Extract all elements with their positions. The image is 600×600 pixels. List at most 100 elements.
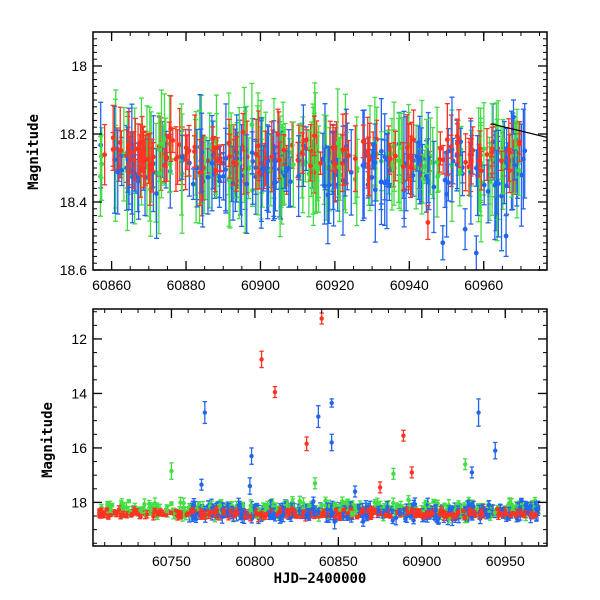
data-point <box>142 498 147 511</box>
data-point <box>198 510 204 515</box>
x-tick-label: 60900 <box>402 553 441 569</box>
data-point <box>311 115 317 157</box>
data-point <box>454 123 460 164</box>
data-point <box>286 129 292 208</box>
data-point <box>154 148 160 240</box>
data-point <box>486 499 492 510</box>
data-point <box>124 502 129 514</box>
data-point <box>387 142 393 176</box>
data-point <box>289 506 295 512</box>
data-point <box>97 508 102 516</box>
data-point <box>431 140 437 234</box>
data-point <box>372 499 378 507</box>
data-point <box>360 516 366 527</box>
data-point <box>260 145 266 192</box>
data-point <box>233 136 239 192</box>
data-point <box>256 156 262 190</box>
data-point <box>102 510 107 519</box>
data-point <box>330 123 336 172</box>
y-tick-label: 18 <box>71 494 87 510</box>
data-point <box>425 509 430 519</box>
notable-data-point <box>409 466 415 479</box>
data-point <box>184 512 189 517</box>
data-point <box>304 129 310 150</box>
data-point <box>420 153 426 204</box>
data-point <box>528 511 534 518</box>
notable-data-point <box>304 436 309 452</box>
notable-data-point <box>202 400 208 425</box>
notable-data-point <box>401 429 406 442</box>
data-point <box>444 512 449 519</box>
data-point <box>484 127 490 182</box>
data-point <box>372 123 378 202</box>
data-point <box>307 503 312 508</box>
data-point <box>168 95 174 163</box>
data-point <box>138 513 143 519</box>
x-tick-label: 60960 <box>464 277 503 293</box>
data-point <box>332 126 338 202</box>
data-point <box>277 506 283 514</box>
data-point <box>364 513 369 520</box>
data-point <box>129 513 134 518</box>
data-point <box>312 506 318 517</box>
top-panel-data-marks <box>97 82 547 270</box>
data-point <box>360 507 365 514</box>
data-point <box>468 138 474 185</box>
data-point <box>271 145 277 220</box>
data-point <box>306 509 312 521</box>
data-point <box>345 515 350 521</box>
data-point <box>455 509 461 516</box>
data-point <box>164 133 170 182</box>
data-point <box>349 510 355 517</box>
data-point <box>478 151 484 191</box>
data-point <box>365 116 371 189</box>
data-point <box>348 129 354 216</box>
top-panel: 60860 60880 60900 60920 60940 60960 18 18.2 18.4… <box>26 31 548 293</box>
data-point <box>434 106 440 218</box>
data-point <box>400 142 406 192</box>
data-point <box>341 507 346 512</box>
data-region <box>97 312 541 530</box>
data-point <box>516 133 522 155</box>
data-point <box>190 506 195 515</box>
notable-data-point <box>391 467 396 480</box>
notable-data-point <box>352 485 358 498</box>
data-point <box>334 510 339 520</box>
plot-frame <box>92 308 548 547</box>
data-point <box>223 127 229 212</box>
data-point <box>244 134 250 234</box>
bottom-panel-y-axis-title: Magnitude <box>40 402 56 478</box>
notable-data-point <box>493 441 498 460</box>
data-point <box>428 509 434 518</box>
data-point <box>440 144 446 175</box>
data-point <box>343 113 349 186</box>
data-point <box>308 150 314 182</box>
x-tick-label: 60860 <box>92 277 131 293</box>
data-point <box>285 507 290 515</box>
data-point <box>319 511 325 518</box>
notable-data-point <box>440 225 446 261</box>
plot-frame <box>92 31 548 271</box>
y-tick-label: 12 <box>71 331 87 347</box>
data-point <box>368 508 374 516</box>
data-point <box>135 511 141 517</box>
data-point <box>173 126 179 192</box>
notable-data-point <box>463 458 468 471</box>
data-point <box>205 139 211 215</box>
data-point <box>227 133 233 179</box>
data-point <box>378 138 384 226</box>
data-point <box>141 131 147 189</box>
data-point <box>178 496 183 509</box>
data-point <box>191 135 197 168</box>
data-point <box>218 153 224 172</box>
data-point <box>360 124 366 159</box>
data-point <box>169 501 174 506</box>
notable-data-point <box>199 478 204 491</box>
x-tick-label: 60880 <box>167 277 206 293</box>
data-point <box>174 508 179 513</box>
data-point <box>444 102 450 177</box>
data-point <box>221 508 226 516</box>
notable-data-point <box>469 466 475 479</box>
data-point <box>522 510 528 519</box>
data-point <box>492 508 498 517</box>
